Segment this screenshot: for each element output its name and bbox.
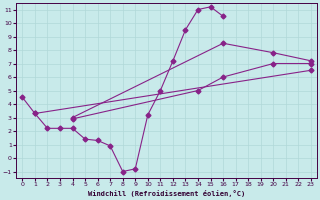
X-axis label: Windchill (Refroidissement éolien,°C): Windchill (Refroidissement éolien,°C) [88, 190, 245, 197]
